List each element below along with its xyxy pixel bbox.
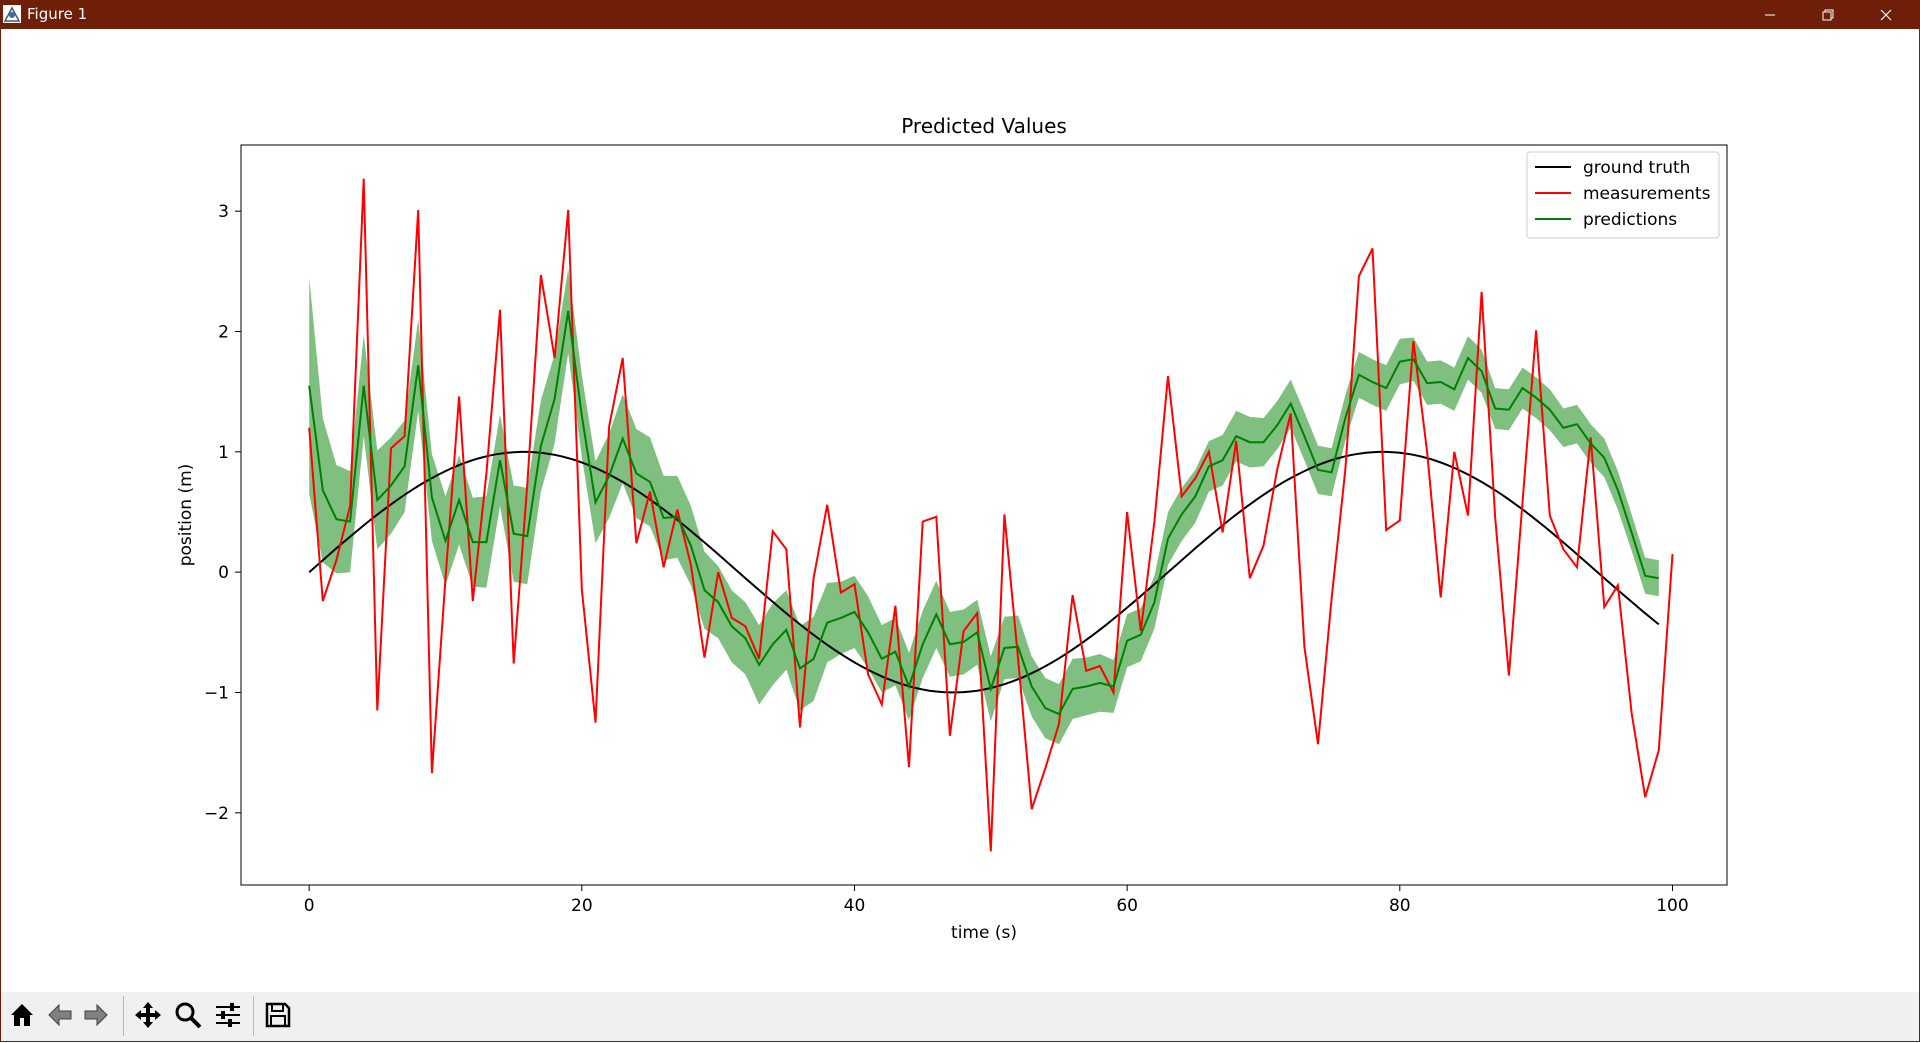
minimize-button[interactable] xyxy=(1741,0,1799,29)
x-tick-label: 80 xyxy=(1389,896,1411,916)
legend-box xyxy=(1526,151,1720,239)
y-tick-label: −2 xyxy=(204,804,229,824)
x-tick-label: 40 xyxy=(844,896,866,916)
forward-button[interactable] xyxy=(77,994,115,1036)
legend-label-predictions: predictions xyxy=(1583,210,1677,230)
window-title: Figure 1 xyxy=(27,5,88,23)
y-tick-label: 2 xyxy=(218,323,229,343)
x-tick-label: 0 xyxy=(304,896,315,916)
restore-button[interactable] xyxy=(1799,0,1857,29)
legend-label-measurements: measurements xyxy=(1583,184,1711,204)
home-icon xyxy=(11,1004,33,1026)
matplotlib-app-icon xyxy=(3,5,21,23)
y-tick-label: 1 xyxy=(218,443,229,463)
x-tick-label: 100 xyxy=(1656,896,1688,916)
zoom-button[interactable] xyxy=(169,994,207,1036)
configure-subplots-button[interactable] xyxy=(209,994,247,1036)
restore-icon xyxy=(1822,9,1834,20)
configure-subplots-icon xyxy=(216,1003,240,1027)
axes-frame xyxy=(240,144,1728,886)
toolbar-separator xyxy=(253,996,254,1036)
legend-label-ground-truth: ground truth xyxy=(1583,158,1690,178)
back-button[interactable] xyxy=(41,994,79,1036)
y-tick-label: 0 xyxy=(218,563,229,583)
x-tick-label: 60 xyxy=(1116,896,1138,916)
save-icon xyxy=(265,1002,291,1028)
y-axis-label: position (m) xyxy=(176,464,196,567)
toolbar-separator xyxy=(123,996,124,1036)
minimize-icon xyxy=(1765,14,1775,15)
series-line-ground-truth xyxy=(308,450,1660,694)
y-tick-label: 3 xyxy=(218,202,229,222)
y-tick-label: −1 xyxy=(204,683,229,703)
pan-icon xyxy=(135,1002,161,1028)
series-line-predictions xyxy=(308,310,1659,716)
close-icon xyxy=(1880,9,1892,20)
x-axis-label: time (s) xyxy=(951,923,1017,943)
save-button[interactable] xyxy=(259,994,297,1036)
series-line-measurements xyxy=(308,178,1674,852)
navigation-toolbar xyxy=(1,992,1919,1041)
back-arrow-icon xyxy=(48,1003,72,1027)
x-tick-label: 20 xyxy=(571,896,593,916)
chart: 0 20 40 60 80 100 −2 −1 0 1 2 3 Predicted Values ti… xyxy=(176,114,1728,943)
home-button[interactable] xyxy=(3,994,41,1036)
predictions-confidence-band xyxy=(309,268,1659,745)
forward-arrow-icon xyxy=(84,1003,108,1027)
figure-canvas[interactable]: 0 20 40 60 80 100 −2 −1 0 1 2 3 Predicted Values ti… xyxy=(1,29,1919,992)
zoom-icon xyxy=(175,1002,202,1029)
legend: ground truth measurements predictions xyxy=(1526,151,1720,239)
title-bar[interactable]: Figure 1 xyxy=(0,0,1920,29)
chart-title: Predicted Values xyxy=(901,114,1067,138)
close-button[interactable] xyxy=(1857,0,1915,29)
pan-button[interactable] xyxy=(129,994,167,1036)
